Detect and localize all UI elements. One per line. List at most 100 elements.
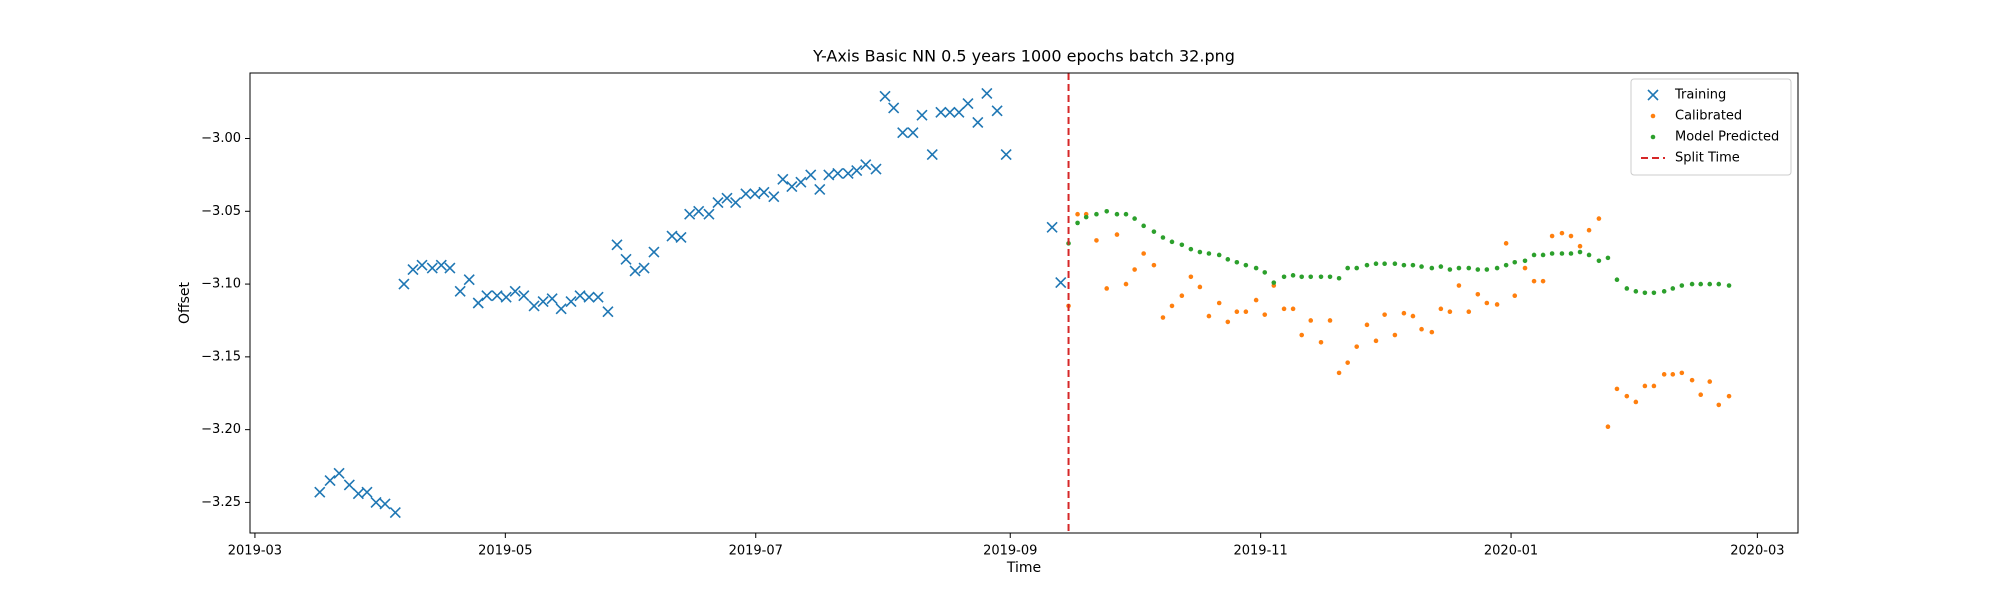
point-marker <box>472 297 484 309</box>
point-marker <box>1494 265 1500 271</box>
point-marker <box>1512 293 1518 299</box>
y-tick-label: −3.05 <box>201 204 241 219</box>
point-marker <box>1484 267 1490 272</box>
point-marker <box>870 163 882 175</box>
point-marker <box>528 300 540 312</box>
point-marker <box>1234 259 1240 265</box>
x-tick-label: 2019-07 <box>729 544 783 559</box>
point-marker <box>1281 274 1287 280</box>
point-marker <box>426 262 438 274</box>
point-marker <box>1234 309 1240 315</box>
point-marker <box>1083 214 1089 220</box>
point-marker <box>944 106 956 118</box>
point-marker <box>1046 221 1058 233</box>
legend: Training Calibrated Model Predicted Split T… <box>1630 78 1792 176</box>
point-marker <box>1382 261 1387 266</box>
point-marker <box>768 191 780 203</box>
point-marker <box>703 208 715 220</box>
y-tick-label: −3.10 <box>201 277 241 292</box>
point-marker <box>962 98 974 110</box>
point-marker <box>1568 233 1574 239</box>
point-marker <box>1216 252 1222 258</box>
point-marker <box>991 105 1003 117</box>
point-marker <box>1401 262 1407 268</box>
point-marker <box>565 295 577 308</box>
point-marker <box>1075 211 1080 217</box>
point-marker <box>1308 274 1314 280</box>
point-marker <box>758 186 770 198</box>
point-marker <box>1456 283 1462 288</box>
point-marker <box>1345 360 1350 365</box>
point-marker <box>509 285 521 297</box>
point-marker <box>1382 312 1387 317</box>
point-marker <box>463 274 475 286</box>
point-marker <box>1475 291 1481 297</box>
point-marker <box>1586 252 1592 258</box>
point-marker <box>712 196 724 209</box>
point-marker <box>1577 243 1583 249</box>
point-marker <box>953 106 965 118</box>
point-marker <box>1651 290 1657 296</box>
point-marker <box>805 169 817 181</box>
point-marker <box>1410 262 1416 268</box>
point-marker <box>1540 252 1546 258</box>
point-marker <box>897 127 909 139</box>
point-marker <box>1549 251 1555 256</box>
point-marker <box>1512 259 1518 265</box>
point-marker <box>1197 249 1203 255</box>
point-marker <box>1605 255 1611 261</box>
point-marker <box>1661 289 1667 294</box>
point-marker <box>1151 229 1157 234</box>
point-marker <box>574 290 586 302</box>
x-tick-label: 2019-05 <box>478 544 532 559</box>
point-marker <box>1000 148 1012 161</box>
point-marker <box>1438 264 1444 269</box>
point-marker <box>1596 258 1602 264</box>
point-marker <box>879 90 891 102</box>
legend-swatch <box>1650 113 1656 119</box>
point-marker <box>1438 306 1444 312</box>
point-marker <box>1336 370 1342 376</box>
point-marker <box>1531 252 1537 258</box>
point-marker <box>1225 319 1231 325</box>
point-marker <box>1094 238 1099 243</box>
plot-frame <box>249 72 1799 534</box>
point-marker <box>1253 297 1259 303</box>
point-marker <box>1540 278 1546 284</box>
point-marker <box>1624 286 1630 291</box>
point-marker <box>1689 377 1695 383</box>
point-marker <box>1262 312 1268 317</box>
point-marker <box>1466 309 1472 315</box>
point-marker <box>1642 383 1648 389</box>
point-marker <box>1197 284 1203 290</box>
point-marker <box>1075 220 1080 226</box>
point-marker <box>907 127 919 139</box>
point-marker <box>1104 286 1110 291</box>
point-marker <box>1318 340 1324 345</box>
point-marker <box>1392 261 1398 266</box>
point-marker <box>935 106 947 118</box>
point-marker <box>721 192 733 204</box>
point-marker <box>740 188 752 200</box>
point-marker <box>1726 283 1732 288</box>
x-tick-label: 2019-03 <box>228 544 282 559</box>
point-marker <box>1373 261 1379 266</box>
point-marker <box>1327 318 1333 323</box>
point-marker <box>398 278 410 290</box>
point-marker <box>1327 274 1333 280</box>
point-marker <box>1373 338 1379 344</box>
point-marker <box>1689 281 1695 287</box>
point-marker <box>795 176 807 188</box>
point-marker <box>1447 309 1453 315</box>
point-marker <box>1141 251 1146 256</box>
point-marker <box>333 467 345 479</box>
point-marker <box>454 285 466 297</box>
legend-label: Split Time <box>1675 151 1740 166</box>
point-marker <box>888 102 900 114</box>
point-marker <box>500 291 512 303</box>
point-marker <box>823 169 835 181</box>
legend-box <box>1630 78 1792 176</box>
point-marker <box>352 488 364 500</box>
point-marker <box>592 291 604 303</box>
legend-swatch <box>1650 134 1656 140</box>
